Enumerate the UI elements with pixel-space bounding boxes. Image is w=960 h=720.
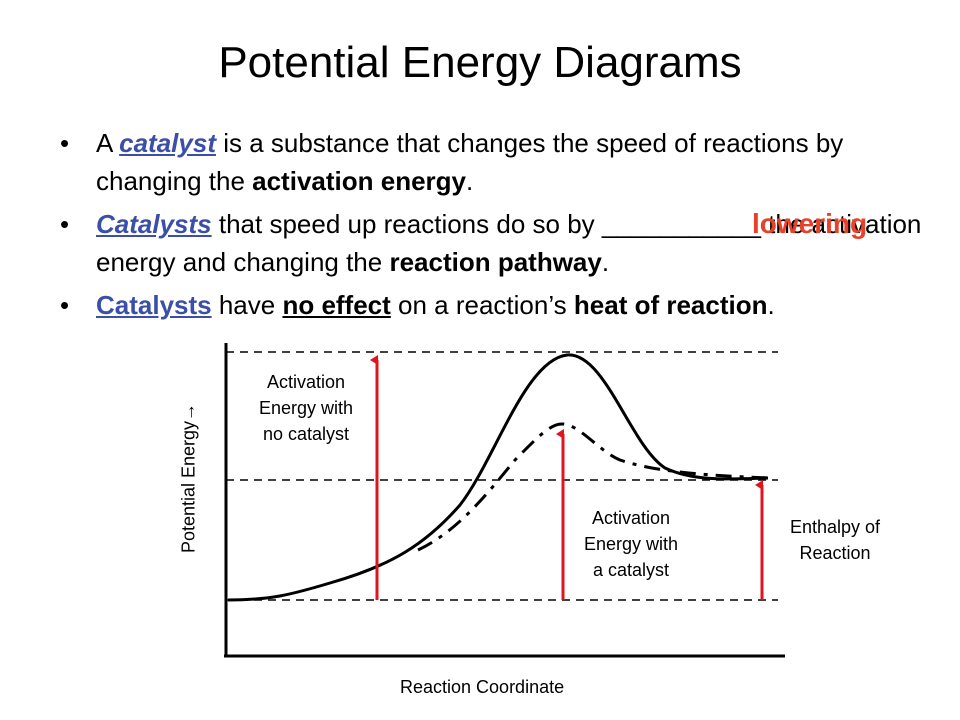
x-axis-label: Reaction Coordinate [400,677,565,697]
label-line: a catalyst [592,560,670,580]
bold-activation-energy: activation energy [252,166,466,196]
bullet-text: on a reaction’s [390,290,574,320]
bullet-text: have [211,290,283,320]
term-catalysts: Catalysts [96,290,212,320]
answer-lowering: lowering [752,208,868,239]
label-enthalpy: Enthalpy of Reaction [768,514,902,566]
bullet-text: . [466,166,474,196]
slide-title: Potential Energy Diagrams [218,38,742,87]
label-line: Activation [266,372,346,392]
bullet-text: . [601,247,610,277]
label-line: no catalyst [262,424,350,444]
bold-heat-of-reaction: heat of reaction [573,290,768,320]
label-activation-catalyst: Activation Energy with a catalyst [563,505,699,583]
label-line: Energy with [258,398,354,418]
label-activation-no-catalyst: Activation Energy with no catalyst [240,369,372,447]
bold-reaction-pathway: reaction pathway [389,247,602,277]
bullet-text: is a substance that changes the speed of… [96,128,844,196]
term-catalysts: Catalysts [96,209,212,239]
bullet-catalyst-speed: Catalysts that speed up reactions do so … [58,205,938,281]
bullet-text: A [96,128,120,158]
term-catalyst: catalyst [119,128,216,158]
curve-catalyst [417,422,771,552]
label-line: Energy with [583,534,679,554]
bullet-catalyst-definition: A catalyst is a substance that changes t… [58,124,938,200]
underline-no-effect: no effect [282,290,391,320]
curve-no-catalyst [227,353,769,602]
fill-in-blank: ___________ [601,209,761,239]
bullet-list: A catalyst is a substance that changes t… [58,124,938,329]
bullet-catalyst-heat: Catalysts have no effect on a reaction’s… [58,286,938,324]
label-line: Reaction [799,543,871,563]
bullet-text: that speed up reactions do so by [211,209,602,239]
bullet-text: . [767,290,775,320]
label-line: Enthalpy of [789,517,881,537]
y-axis-label: Potential Energy→ [178,402,199,554]
bullet-text: the activation energy and changing the [96,209,922,277]
label-line: Activation [591,508,671,528]
